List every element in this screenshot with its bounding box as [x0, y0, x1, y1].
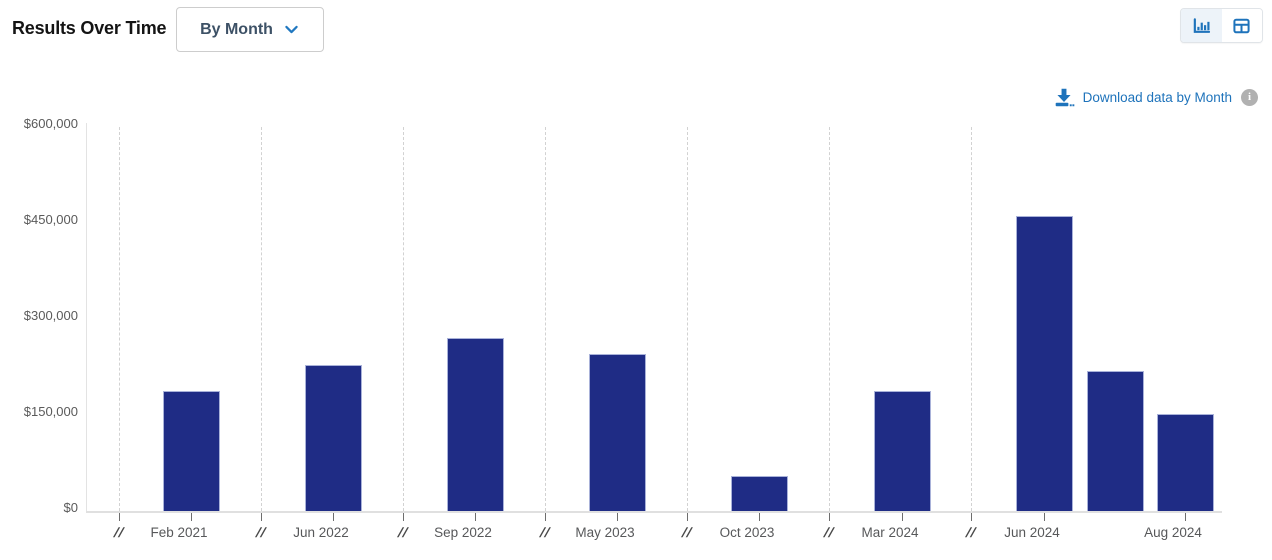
x-axis-tick [829, 513, 830, 521]
bar-jun-2024[interactable] [1015, 216, 1073, 511]
bar-jun-2022[interactable] [304, 365, 362, 511]
y-axis-label: $150,000 [23, 404, 78, 419]
y-axis-label: $300,000 [23, 308, 78, 323]
chart-view-button[interactable] [1181, 9, 1222, 42]
bar-aug-2024[interactable] [1156, 414, 1214, 511]
axis-break-gridline [971, 127, 972, 511]
x-axis-tick [475, 513, 476, 521]
bar-sep-2022[interactable] [446, 338, 504, 511]
bar-oct-2023[interactable] [730, 476, 788, 511]
x-axis-tick [687, 513, 688, 521]
axis-break-mark: // [681, 525, 694, 540]
axis-break-mark: // [965, 525, 978, 540]
info-icon[interactable]: i [1241, 88, 1258, 106]
axis-break-mark: // [255, 525, 268, 540]
x-axis-label: Jun 2022 [293, 525, 349, 540]
axis-break-gridline [403, 127, 404, 511]
axis-break-mark: // [823, 525, 836, 540]
group-by-dropdown-value: By Month [200, 20, 273, 38]
axis-break-gridline [687, 127, 688, 511]
x-axis-label: Oct 2023 [719, 525, 775, 540]
download-link-label: Download data by Month [1082, 89, 1232, 105]
axis-break-gridline [545, 127, 546, 511]
axis-break-mark: // [397, 525, 410, 540]
x-axis-tick [545, 513, 546, 521]
axis-break-mark: // [539, 525, 552, 540]
axis-break-gridline [119, 127, 120, 511]
x-axis-tick [333, 513, 334, 521]
bar-may-2023[interactable] [588, 354, 646, 511]
x-axis-tick [403, 513, 404, 521]
download-icon [1053, 87, 1075, 108]
x-axis-tick [971, 513, 972, 521]
group-by-dropdown[interactable]: By Month [176, 7, 324, 52]
bar-feb-2021[interactable] [162, 391, 220, 511]
x-axis-label: Mar 2024 [861, 525, 919, 540]
x-axis-label: Sep 2022 [434, 525, 492, 540]
x-axis-tick [902, 513, 903, 521]
table-view-button[interactable] [1221, 9, 1262, 42]
axis-break-gridline [829, 127, 830, 511]
bar-mar-2024[interactable] [873, 391, 931, 511]
x-axis-label: Jun 2024 [1004, 525, 1060, 540]
table-icon [1231, 16, 1252, 36]
y-axis-label: $0 [63, 500, 78, 515]
chevron-down-icon [283, 21, 300, 38]
view-toggle-group [1180, 8, 1263, 43]
x-axis-line [86, 511, 1222, 513]
bar[interactable] [1086, 371, 1144, 511]
x-axis-tick [1185, 513, 1186, 521]
bar-chart-icon [1191, 16, 1212, 36]
y-axis-line [86, 123, 87, 512]
y-axis-label: $450,000 [23, 212, 78, 227]
axis-break-mark: // [113, 525, 126, 540]
x-axis-label: May 2023 [575, 525, 635, 540]
x-axis-tick [617, 513, 618, 521]
x-axis-label: Feb 2021 [150, 525, 208, 540]
x-axis-tick [119, 513, 120, 521]
x-axis-tick [261, 513, 262, 521]
download-row: Download data by Month i [1053, 85, 1258, 109]
axis-break-gridline [261, 127, 262, 511]
y-axis-label: $600,000 [23, 116, 78, 131]
x-axis-label: Aug 2024 [1144, 525, 1202, 540]
x-axis-tick [759, 513, 760, 521]
x-axis-tick [191, 513, 192, 521]
x-axis-tick [1044, 513, 1045, 521]
page-title: Results Over Time [12, 18, 167, 38]
download-link[interactable]: Download data by Month [1053, 87, 1232, 108]
